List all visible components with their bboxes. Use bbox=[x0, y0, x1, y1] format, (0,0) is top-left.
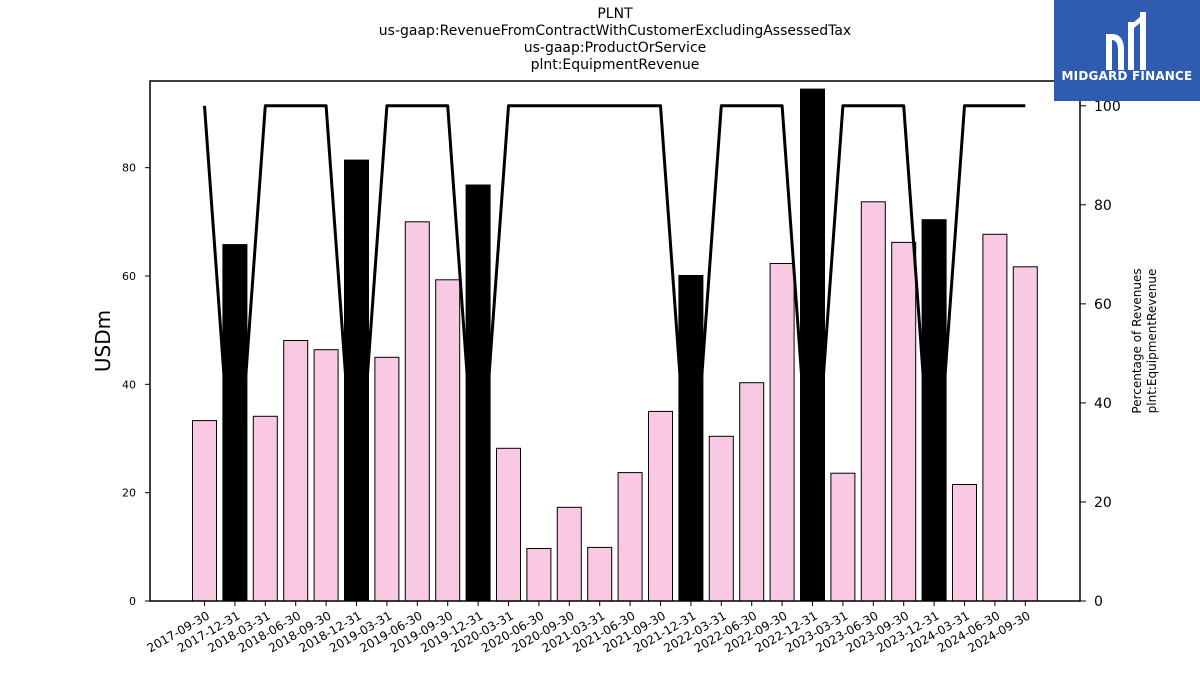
chart-title: PLNT us-gaap:RevenueFromContractWithCust… bbox=[0, 6, 1200, 74]
midgard-finance-logo: MIDGARD FINANCE bbox=[1054, 0, 1200, 101]
y2-tick-label: 0 bbox=[1094, 594, 1103, 610]
y-tick-label: 60 bbox=[122, 270, 136, 283]
plot-frame bbox=[149, 80, 1081, 602]
quarter-bar bbox=[283, 340, 309, 602]
y2-tick-label: 80 bbox=[1094, 198, 1112, 214]
annual-bar bbox=[678, 275, 704, 602]
y2-tick-label: 60 bbox=[1094, 297, 1112, 313]
y-tick-label: 40 bbox=[122, 378, 136, 391]
y2-tick-label: 40 bbox=[1094, 396, 1112, 412]
quarter-bar bbox=[435, 279, 461, 602]
percentage-line bbox=[203, 104, 1026, 529]
quarter-bar bbox=[891, 241, 917, 602]
quarter-bar bbox=[982, 233, 1008, 602]
chart-title-line: plnt:EquipmentRevenue bbox=[530, 57, 700, 73]
x-axis: 2017-09-302017-12-312018-03-312018-06-30… bbox=[145, 601, 1033, 655]
quarter-bar bbox=[556, 506, 582, 602]
quarter-bar bbox=[313, 349, 339, 602]
quarter-bar bbox=[830, 472, 856, 602]
bars-group bbox=[192, 88, 1038, 602]
annual-bar bbox=[344, 159, 369, 602]
quarter-bar bbox=[192, 420, 217, 602]
y-axis-label: USDm bbox=[91, 310, 115, 372]
quarter-bar bbox=[252, 415, 278, 602]
percentage-line-group bbox=[203, 104, 1026, 529]
quarter-bar bbox=[526, 548, 552, 602]
chart-title-line: us-gaap:ProductOrService bbox=[523, 40, 707, 56]
y2-tick-label: 100 bbox=[1094, 99, 1121, 115]
quarter-bar bbox=[739, 382, 765, 602]
quarter-bar bbox=[648, 410, 673, 602]
y2-axis-label: plnt:EquipmentRevenue bbox=[1145, 269, 1159, 414]
quarter-bar bbox=[587, 546, 613, 602]
y-tick-label: 20 bbox=[122, 487, 136, 500]
quarter-bar bbox=[708, 435, 734, 602]
y2-axis-label: Percentage of Revenues bbox=[1130, 268, 1144, 413]
chart-title-line: PLNT bbox=[597, 6, 633, 22]
quarter-bar bbox=[374, 356, 400, 602]
annual-bar bbox=[465, 184, 491, 602]
y2-tick-label: 20 bbox=[1094, 495, 1112, 511]
quarter-bar bbox=[404, 221, 430, 602]
quarter-bar bbox=[617, 472, 643, 602]
y-tick-label: 80 bbox=[122, 162, 136, 175]
y-tick-label: 0 bbox=[129, 595, 136, 608]
quarter-bar bbox=[860, 201, 886, 602]
quarter-bar bbox=[952, 484, 977, 602]
quarter-bar bbox=[769, 263, 795, 602]
quarter-bar bbox=[496, 447, 521, 602]
chart-title-line: us-gaap:RevenueFromContractWithCustomerE… bbox=[378, 23, 852, 39]
y2-axis: 0 20 40 60 80 100 bbox=[1080, 99, 1121, 610]
y-axis: 0 20 40 60 80 bbox=[122, 162, 150, 608]
quarter-bar bbox=[1012, 266, 1038, 602]
logo-text: MIDGARD FINANCE bbox=[1061, 69, 1193, 83]
midgard-logo-icon bbox=[1106, 12, 1146, 70]
